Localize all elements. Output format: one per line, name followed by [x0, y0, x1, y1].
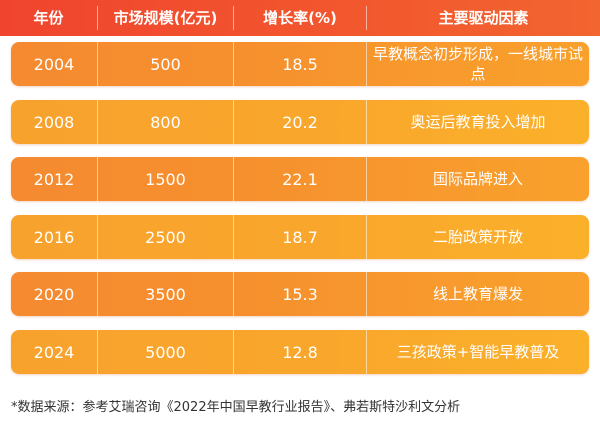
cell-year: 2008	[33, 112, 75, 132]
cell-market-size: 800	[150, 112, 181, 132]
data-source-footnote: *数据来源：参考艾瑞咨询《2022年中国早教行业报告》、弗若斯特沙利文分析	[11, 400, 461, 415]
header-year: 年份	[33, 9, 64, 27]
cell-driver: 二胎政策开放	[432, 228, 523, 246]
cell-market-size: 5000	[145, 342, 186, 362]
cell-year: 2020	[33, 284, 75, 304]
cell-growth-rate: 20.2	[282, 112, 318, 132]
cell-market-size: 2500	[145, 227, 186, 247]
cell-growth-rate: 22.1	[282, 169, 318, 189]
cell-growth-rate: 12.8	[282, 342, 318, 362]
cell-market-size: 3500	[145, 284, 186, 304]
cell-market-size: 500	[150, 54, 181, 74]
table-header: 年份 市场规模(亿元) 增长率(%) 主要驱动因素	[0, 0, 600, 36]
cell-driver: 国际品牌进入	[432, 170, 523, 188]
header-driver: 主要驱动因素	[438, 9, 529, 27]
cell-market-size: 1500	[145, 169, 186, 189]
table-row: 2016 2500 18.7 二胎政策开放	[11, 215, 589, 259]
header-growth-rate: 增长率(%)	[263, 9, 337, 27]
cell-year: 2012	[33, 169, 75, 189]
cell-year: 2024	[33, 342, 75, 362]
table-row: 2008 800 20.2 奥运后教育投入增加	[11, 100, 589, 144]
table-row: 2020 3500 15.3 线上教育爆发	[11, 272, 589, 316]
table-row: 2024 5000 12.8 三孩政策+智能早教普及	[11, 330, 589, 374]
cell-driver: 奥运后教育投入增加	[410, 113, 546, 131]
cell-growth-rate: 18.5	[282, 54, 318, 74]
cell-year: 2004	[33, 54, 75, 74]
cell-growth-rate: 18.7	[282, 227, 318, 247]
cell-driver: 三孩政策+智能早教普及	[396, 343, 560, 361]
cell-driver: 线上教育爆发	[432, 285, 523, 303]
table-row: 2004 500 18.5 早教概念初步形成，一线城市试点	[11, 42, 589, 86]
cell-year: 2016	[33, 227, 75, 247]
table-row: 2012 1500 22.1 国际品牌进入	[11, 157, 589, 201]
header-market-size: 市场规模(亿元)	[113, 9, 218, 27]
cell-driver: 早教概念初步形成，一线城市试点	[373, 45, 584, 83]
cell-growth-rate: 15.3	[282, 284, 318, 304]
